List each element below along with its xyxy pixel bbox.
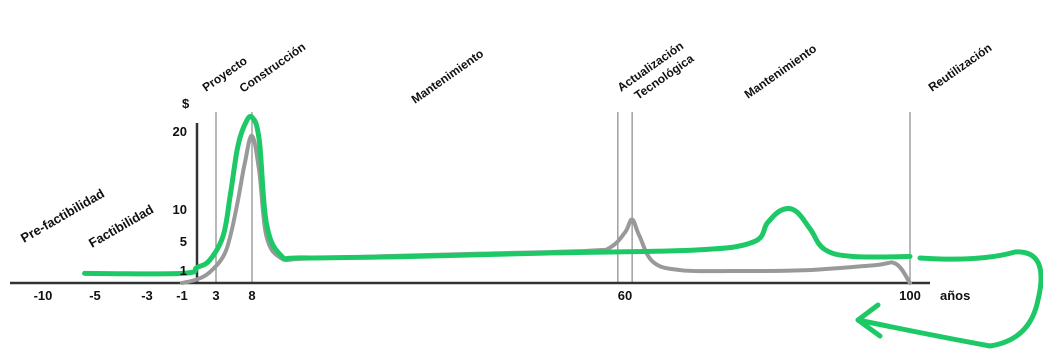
- y-tick-label: 10: [173, 202, 187, 217]
- phase-label-mantenimiento-2: Mantenimiento: [742, 41, 819, 101]
- series-layer: [82, 113, 913, 285]
- y-tick-label: 20: [173, 124, 187, 139]
- axes: [10, 123, 930, 285]
- x-tick-label: 3: [212, 288, 219, 303]
- x-tick-label: 100: [899, 288, 921, 303]
- series-line-gray: [180, 133, 912, 285]
- y-tick-label: 5: [180, 234, 187, 249]
- series-line-green: [82, 113, 913, 277]
- x-tick-label: -10: [34, 288, 53, 303]
- green-continuation-curve: [855, 249, 1043, 349]
- phase-label-factibilidad: Factibilidad: [86, 201, 156, 250]
- phase-label-reutilizacion: Reutilización: [926, 41, 995, 95]
- y-tick-label: 1: [180, 263, 187, 278]
- x-tick-label: -5: [89, 288, 101, 303]
- y-axis-label: $: [182, 96, 190, 111]
- phase-label-construccion: Construcción: [237, 40, 308, 96]
- x-tick-label: 8: [248, 288, 255, 303]
- phase-label-mantenimiento-1: Mantenimiento: [409, 46, 486, 106]
- x-tick-label: -1: [176, 288, 188, 303]
- x-axis-unit-label: años: [940, 288, 970, 303]
- x-tick-label: -3: [141, 288, 153, 303]
- green-arrowhead: [855, 302, 883, 339]
- x-tick-label: 60: [618, 288, 632, 303]
